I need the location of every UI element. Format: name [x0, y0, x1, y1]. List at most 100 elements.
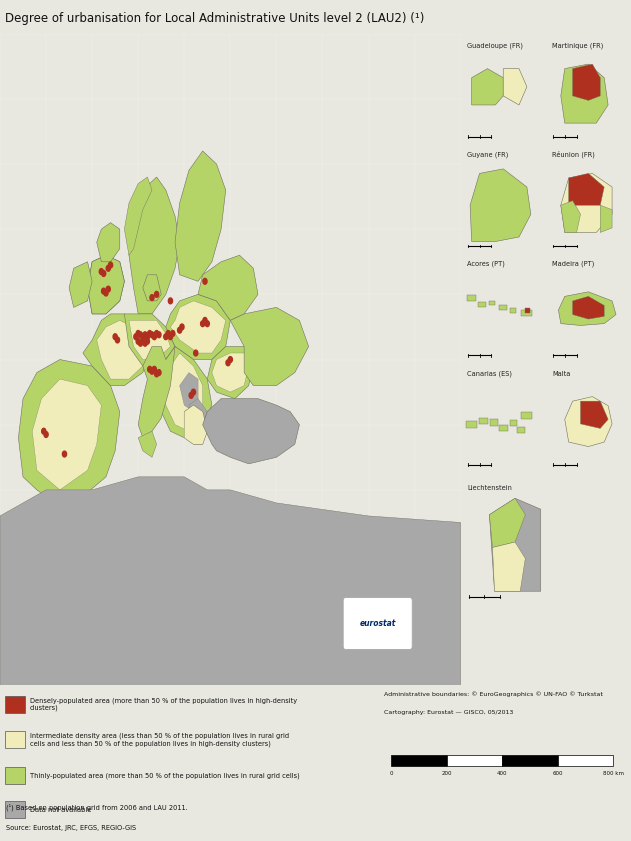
- Circle shape: [155, 292, 158, 297]
- Text: eurostat: eurostat: [360, 619, 396, 628]
- Text: 800 km: 800 km: [603, 771, 624, 776]
- Bar: [510, 308, 516, 313]
- Polygon shape: [198, 256, 258, 320]
- Polygon shape: [156, 346, 212, 437]
- Text: Malta: Malta: [552, 371, 570, 377]
- Circle shape: [136, 331, 140, 336]
- Text: Guadeloupe (FR): Guadeloupe (FR): [467, 42, 523, 49]
- Circle shape: [138, 341, 143, 346]
- Polygon shape: [573, 296, 604, 319]
- Circle shape: [155, 371, 158, 377]
- Circle shape: [157, 370, 161, 375]
- Circle shape: [205, 320, 209, 326]
- Polygon shape: [124, 314, 175, 366]
- Text: 0: 0: [389, 771, 393, 776]
- Text: Intermediate density area (less than 50 % of the population lives in rural grid
: Intermediate density area (less than 50 …: [30, 733, 288, 747]
- Bar: [4, 696, 25, 712]
- Text: Acores (PT): Acores (PT): [467, 261, 505, 267]
- Circle shape: [150, 332, 154, 338]
- Polygon shape: [490, 498, 541, 591]
- Circle shape: [203, 278, 207, 284]
- Bar: [517, 427, 524, 433]
- FancyBboxPatch shape: [343, 597, 412, 649]
- Text: (¹) Based on population grid from 2006 and LAU 2011.: (¹) Based on population grid from 2006 a…: [6, 804, 188, 812]
- Circle shape: [99, 268, 103, 274]
- Circle shape: [194, 350, 198, 356]
- Polygon shape: [471, 69, 504, 105]
- Circle shape: [141, 338, 145, 344]
- Bar: [499, 304, 507, 310]
- Circle shape: [136, 338, 140, 344]
- Text: Source: Eurostat, JRC, EFGS, REGIO-GIS: Source: Eurostat, JRC, EFGS, REGIO-GIS: [6, 825, 136, 831]
- Bar: [467, 295, 476, 301]
- Polygon shape: [561, 173, 612, 232]
- Polygon shape: [138, 346, 175, 437]
- Polygon shape: [600, 205, 612, 232]
- Polygon shape: [212, 353, 249, 392]
- Bar: [525, 308, 530, 313]
- Circle shape: [150, 294, 154, 300]
- Circle shape: [102, 288, 106, 294]
- Circle shape: [203, 318, 207, 323]
- Polygon shape: [189, 399, 207, 425]
- Circle shape: [180, 324, 184, 330]
- Polygon shape: [490, 498, 525, 547]
- Text: Madeira (PT): Madeira (PT): [552, 261, 594, 267]
- Bar: [4, 732, 25, 748]
- Polygon shape: [175, 151, 226, 282]
- Polygon shape: [470, 169, 531, 241]
- Bar: [499, 425, 508, 431]
- Polygon shape: [170, 301, 226, 353]
- Text: 600: 600: [553, 771, 563, 776]
- Polygon shape: [138, 431, 156, 458]
- Text: Data not available: Data not available: [30, 807, 91, 813]
- Polygon shape: [97, 320, 148, 379]
- Polygon shape: [0, 477, 461, 685]
- Polygon shape: [573, 64, 600, 100]
- Text: Degree of urbanisation for Local Administrative Units level 2 (LAU2) (¹): Degree of urbanisation for Local Adminis…: [5, 12, 425, 25]
- Circle shape: [189, 393, 193, 399]
- Polygon shape: [504, 69, 527, 105]
- Circle shape: [148, 331, 152, 336]
- Polygon shape: [230, 308, 309, 386]
- Text: Thinly-populated area (more than 50 % of the population lives in rural grid cell: Thinly-populated area (more than 50 % of…: [30, 772, 299, 779]
- Bar: [558, 754, 613, 765]
- Polygon shape: [88, 256, 124, 314]
- Bar: [4, 801, 25, 818]
- Circle shape: [104, 290, 108, 296]
- Circle shape: [102, 271, 106, 277]
- Circle shape: [113, 334, 117, 340]
- Polygon shape: [180, 373, 198, 412]
- Text: Réunion (FR): Réunion (FR): [552, 151, 595, 158]
- Polygon shape: [184, 405, 207, 444]
- Circle shape: [145, 334, 150, 340]
- Text: 400: 400: [497, 771, 507, 776]
- Polygon shape: [32, 379, 102, 489]
- Polygon shape: [129, 320, 170, 360]
- Polygon shape: [97, 223, 120, 262]
- Circle shape: [152, 367, 156, 373]
- Text: Martinique (FR): Martinique (FR): [552, 42, 603, 49]
- Circle shape: [148, 367, 152, 373]
- Circle shape: [143, 332, 147, 338]
- Bar: [510, 420, 517, 426]
- Circle shape: [168, 298, 172, 304]
- Circle shape: [42, 428, 46, 434]
- Circle shape: [141, 334, 145, 340]
- Bar: [466, 421, 477, 428]
- Polygon shape: [203, 399, 299, 464]
- Polygon shape: [83, 314, 152, 386]
- Polygon shape: [569, 173, 604, 205]
- Circle shape: [157, 332, 161, 338]
- Circle shape: [201, 320, 204, 326]
- Circle shape: [152, 334, 156, 340]
- Polygon shape: [558, 292, 616, 325]
- Circle shape: [109, 262, 112, 268]
- Circle shape: [134, 334, 138, 340]
- Text: 200: 200: [442, 771, 452, 776]
- Text: Canarias (ES): Canarias (ES): [467, 370, 512, 377]
- Polygon shape: [69, 262, 92, 308]
- Circle shape: [44, 431, 48, 437]
- Bar: [479, 417, 488, 424]
- Bar: [490, 420, 498, 426]
